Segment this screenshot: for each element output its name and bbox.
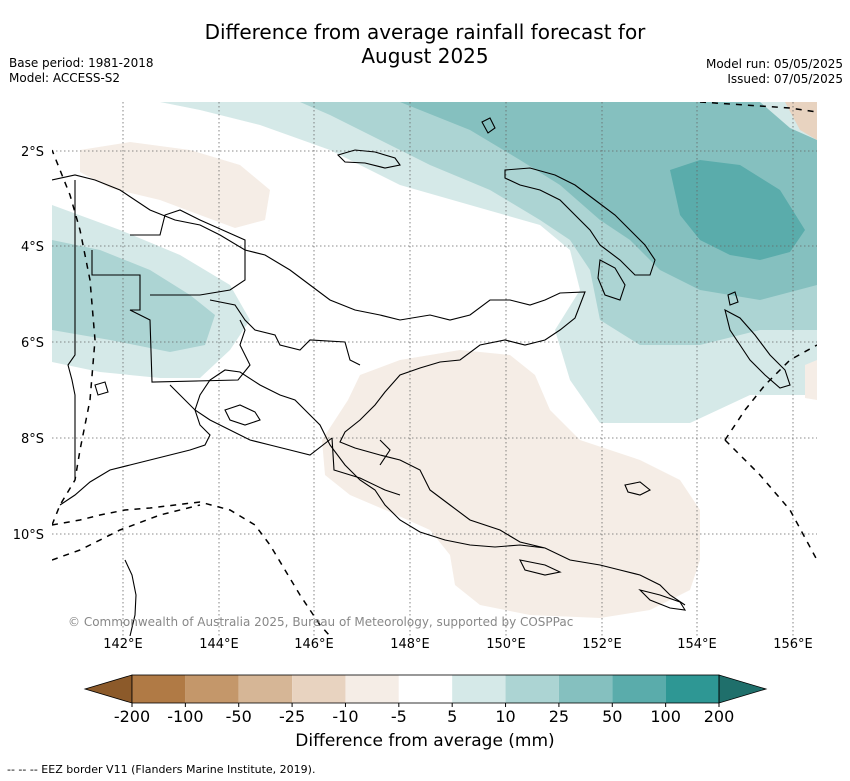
colorbar-segment	[558, 675, 613, 703]
colorbar-tick-label: -200	[114, 707, 150, 726]
admin-borders	[67, 180, 401, 496]
new-guinea-coast	[52, 174, 686, 606]
lat-label-6s: 6°S	[21, 336, 44, 351]
new-ireland-coast	[597, 259, 626, 301]
graticule	[52, 102, 817, 636]
colorbar-tick-label: 50	[602, 707, 622, 726]
province-border-3	[209, 299, 361, 366]
east-islands	[727, 291, 739, 306]
colorbar-segment	[398, 675, 453, 703]
wet-25-50-region	[400, 102, 817, 300]
dry-south-region	[322, 350, 700, 618]
fly-delta	[224, 404, 261, 426]
north-islet	[481, 117, 496, 134]
wet-50-100-region	[670, 160, 805, 260]
copyright-notice: © Commonwealth of Australia 2025, Bureau…	[68, 615, 573, 629]
colorbar-tick-label: -50	[226, 707, 252, 726]
lon-label-142e: 142°E	[103, 637, 143, 652]
lat-label-10s: 10°S	[13, 528, 44, 543]
province-border-1	[91, 250, 251, 383]
wet-west-10-25	[52, 240, 215, 352]
eez-footnote: -- -- -- EEZ border V11 (Flanders Marine…	[7, 763, 316, 776]
new-britain-coast	[504, 167, 656, 276]
colorbar-segment	[345, 675, 399, 703]
torres-strait-islands	[94, 381, 109, 396]
title-line-1: Difference from average rainfall forecas…	[204, 20, 646, 44]
province-border-4	[169, 384, 333, 456]
lat-label-2s: 2°S	[21, 145, 44, 160]
lat-label-4s: 4°S	[21, 240, 44, 255]
lon-label-152e: 152°E	[582, 637, 622, 652]
colorbar-frame	[131, 674, 720, 704]
colorbar-label: Difference from average (mm)	[295, 731, 555, 751]
colorbar-tick-label: 200	[704, 707, 735, 726]
lon-label-154e: 154°E	[677, 637, 717, 652]
colorbar-segment	[665, 675, 719, 703]
map-title: Difference from average rainfall forecas…	[0, 20, 850, 68]
dry-east-edge	[805, 360, 817, 400]
colorbar-segment	[452, 675, 506, 703]
bougainville-coast	[724, 308, 791, 389]
south-east-islands	[519, 559, 562, 576]
lon-label-150e: 150°E	[486, 637, 526, 652]
lon-label-148e: 148°E	[390, 637, 430, 652]
lon-label-156e: 156°E	[773, 637, 813, 652]
cape-york-coast	[124, 559, 137, 636]
issued-date: Issued: 07/05/2025	[727, 72, 843, 86]
province-border-6	[379, 439, 391, 466]
trobriand-islands	[624, 481, 652, 496]
colorbar-segment	[238, 675, 293, 703]
province-border-5	[331, 437, 401, 496]
model-run-date: Model run: 05/05/2025	[705, 57, 843, 71]
base-period: Base period: 1981-2018	[9, 56, 154, 70]
colorbar-tick-label: -5	[391, 707, 407, 726]
colorbar-segment	[132, 675, 186, 703]
base-info: Base period: 1981-2018 Model: ACCESS-S2	[9, 56, 154, 86]
png-indonesia-border	[67, 180, 76, 480]
colorbar-tick-label: -25	[279, 707, 305, 726]
colorbar-segment	[292, 675, 346, 703]
province-border-2	[130, 209, 246, 296]
eez-borders	[52, 102, 817, 636]
title-line-2: August 2025	[361, 44, 489, 68]
colorbar-segment	[185, 675, 239, 703]
louisiade-islands	[638, 588, 687, 611]
colorbar-tick-label: 5	[447, 707, 457, 726]
colorbar-tick-label: 25	[549, 707, 569, 726]
colorbar-tick-label: -100	[167, 707, 203, 726]
model-name: Model: ACCESS-S2	[9, 71, 121, 85]
lon-label-146e: 146°E	[294, 637, 334, 652]
colorbar-tick-label: 100	[650, 707, 681, 726]
colorbar-segment	[612, 675, 666, 703]
dry-north-region	[80, 142, 270, 228]
run-info: Model run: 05/05/2025 Issued: 07/05/2025	[706, 57, 843, 87]
colorbar-tick-label: 10	[495, 707, 515, 726]
lat-label-8s: 8°S	[21, 432, 44, 447]
colorbar-extend-low	[83, 674, 133, 704]
coastlines	[52, 117, 791, 636]
colorbar-segment	[505, 675, 559, 703]
lon-label-144e: 144°E	[199, 637, 239, 652]
manus-coast	[336, 149, 401, 169]
colorbar-tick-label: -10	[332, 707, 358, 726]
colorbar: -200 -100 -50 -25 -10 -5 5 10 25 50 100 200	[83, 674, 768, 726]
map-area	[52, 102, 817, 636]
colorbar-extend-high	[718, 674, 768, 704]
